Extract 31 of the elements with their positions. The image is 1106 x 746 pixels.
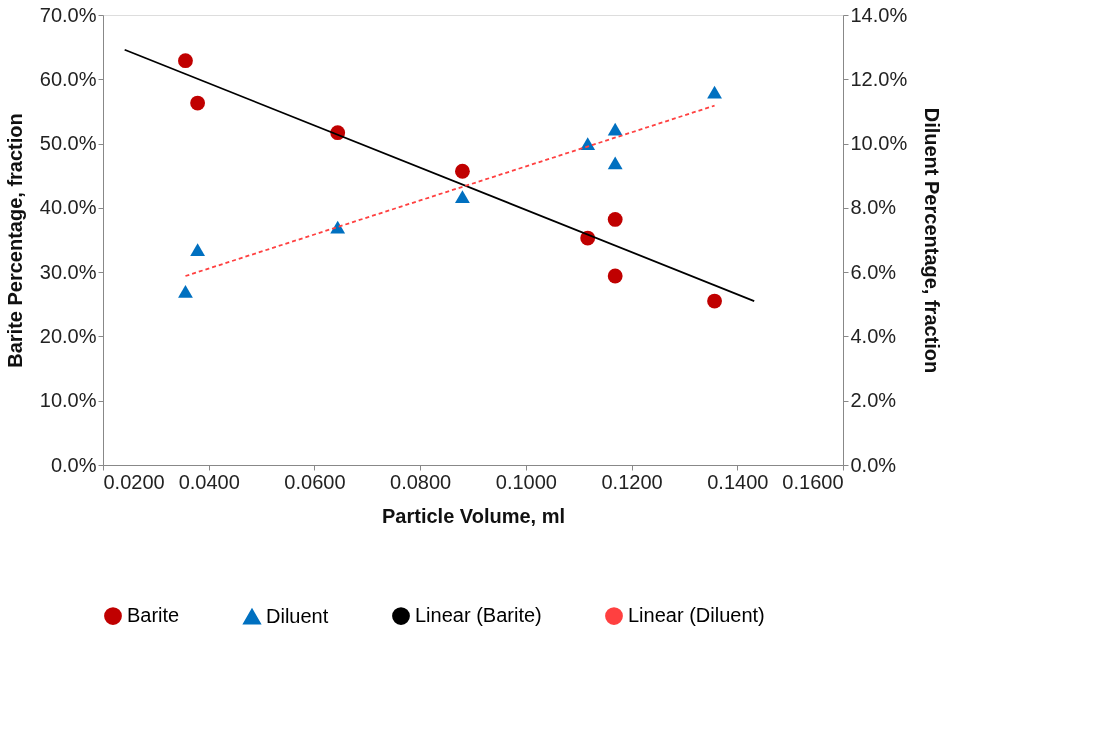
y-tick-label: 30.0%	[39, 260, 97, 283]
y2-tick-label: 6.0%	[850, 260, 897, 283]
x-tick-label: 0.1200	[601, 470, 663, 493]
x-tick-label: 0.0800	[390, 470, 452, 493]
y-tick-label: 40.0%	[39, 196, 97, 219]
y2-tick-label: 14.0%	[850, 3, 908, 26]
y2-tick-label: 10.0%	[850, 132, 908, 155]
y2-tick-label: 2.0%	[850, 389, 897, 412]
legend-label: Diluent	[266, 604, 329, 627]
y2-tick-label: 0.0%	[850, 453, 897, 476]
x-tick-label: 0.1400	[707, 470, 769, 493]
x-tick-label: 0.0200	[103, 470, 165, 493]
x-tick-label: 0.0600	[284, 470, 346, 493]
y-tick-label: 70.0%	[39, 3, 97, 26]
y-tick-label: 10.0%	[39, 389, 97, 412]
y2-tick-label: 8.0%	[850, 196, 897, 219]
x-tick-label: 0.1000	[495, 470, 557, 493]
x-tick-label: 0.1600	[782, 470, 844, 493]
y-tick-label: 60.0%	[39, 67, 97, 90]
legend-label: Linear (Diluent)	[628, 604, 765, 627]
y-tick-label: 20.0%	[39, 324, 97, 347]
legend-label: Barite	[127, 604, 180, 627]
y-axis-title: Barite Percentage, fraction	[3, 113, 26, 368]
y-tick-label: 50.0%	[39, 132, 97, 155]
y2-tick-label: 12.0%	[850, 67, 908, 90]
y2-axis-title: Diluent Percentage, fraction	[921, 107, 944, 374]
y-tick-label: 0.0%	[50, 453, 97, 476]
y2-tick-label: 4.0%	[850, 324, 897, 347]
legend-label: Linear (Barite)	[415, 604, 542, 627]
x-tick-label: 0.0400	[178, 470, 240, 493]
x-axis-title: Particle Volume, ml	[381, 504, 566, 527]
